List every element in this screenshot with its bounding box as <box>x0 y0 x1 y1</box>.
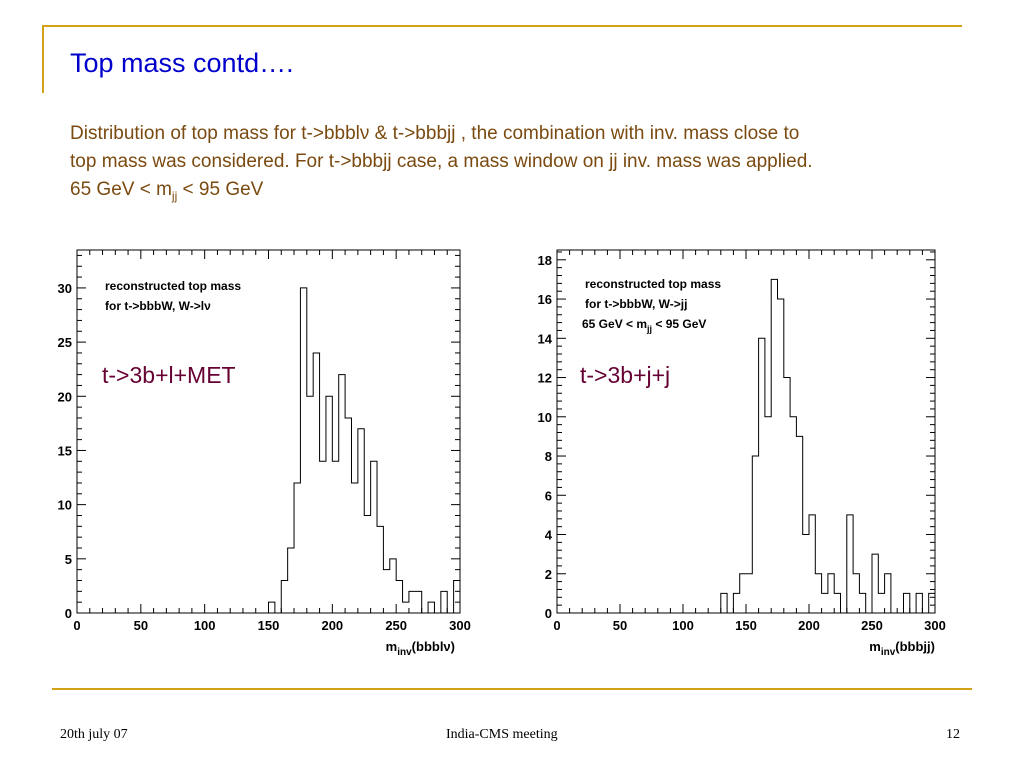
y-tick-label: 0 <box>65 606 72 621</box>
y-tick-label: 5 <box>65 552 72 567</box>
legend-line-2: for t->bbbW, W->lν <box>105 299 211 313</box>
paragraph-line-3: 65 GeV < mjj < 95 GeV <box>70 176 1000 210</box>
histogram-chart-lepton: 0 50 100 150 200 250 300 0 5 10 15 20 25 30 reconstruc… <box>58 249 471 658</box>
legend-line-3-post: < 95 GeV <box>652 317 706 331</box>
x-axis-label-sub: inv <box>881 647 896 658</box>
x-tick-label: 300 <box>924 618 946 633</box>
legend-line-3-sub: jj <box>646 324 652 334</box>
x-axis-label: minv(bbbjj) <box>869 639 935 658</box>
paragraph-line-3-sub: jj <box>171 188 178 203</box>
y-tick-label: 10 <box>538 410 552 425</box>
legend-line-1: reconstructed top mass <box>105 279 241 293</box>
x-tick-label: 50 <box>134 618 148 633</box>
y-tick-label: 16 <box>538 292 552 307</box>
paragraph-line-3-post: < 95 GeV <box>177 179 264 200</box>
x-tick-label: 250 <box>385 618 407 633</box>
legend-line-3-pre: 65 GeV < m <box>582 317 647 331</box>
y-tick-label: 15 <box>58 443 72 458</box>
plot-frame <box>76 249 461 614</box>
x-tick-label: 300 <box>449 618 471 633</box>
overlay-label: t->3b+l+MET <box>102 362 236 388</box>
y-tick-label: 10 <box>58 498 72 513</box>
histogram-series <box>268 287 461 614</box>
footer-page-number: 12 <box>946 727 960 742</box>
legend-line-1: reconstructed top mass <box>585 277 721 291</box>
legend-line-2: for t->bbbW, W->jj <box>585 297 687 311</box>
x-tick-label: 250 <box>861 618 883 633</box>
footer-meeting: India-CMS meeting <box>446 727 558 742</box>
y-tick-label: 20 <box>58 389 72 404</box>
y-tick-label: 30 <box>58 281 72 296</box>
x-tick-label: 50 <box>613 618 627 633</box>
x-axis-label-paren: (bbbjj) <box>895 639 935 654</box>
bottom-rule <box>52 688 972 690</box>
overlay-label: t->3b+j+j <box>580 362 670 388</box>
x-tick-label: 100 <box>672 618 694 633</box>
x-axis-label-sub: inv <box>397 647 412 658</box>
x-tick-label: 150 <box>735 618 757 633</box>
histogram-chart-jets: 0 50 100 150 200 250 300 0 2 4 6 8 10 12 14 16 18 reconst… <box>538 249 946 658</box>
y-tick-label: 0 <box>545 606 552 621</box>
y-tick-label: 6 <box>545 488 552 503</box>
footer-date: 20th july 07 <box>60 727 128 742</box>
x-axis-label-paren: (bbblν) <box>412 639 455 654</box>
x-axis-label-main: m <box>386 639 398 654</box>
x-tick-label: 0 <box>73 618 80 633</box>
histogram-series <box>720 278 936 614</box>
plot-frame <box>556 249 936 614</box>
slide-paragraph: Distribution of top mass for t->bbblν & … <box>70 120 1000 210</box>
left-accent-rule <box>42 25 44 93</box>
y-tick-label: 25 <box>58 335 72 350</box>
x-tick-label: 0 <box>553 618 560 633</box>
y-tick-label: 8 <box>545 449 552 464</box>
legend-line-3: 65 GeV < mjj < 95 GeV <box>582 317 706 334</box>
y-tick-label: 2 <box>545 567 552 582</box>
paragraph-line-1: Distribution of top mass for t->bbblν & … <box>70 123 800 144</box>
paragraph-line-2: top mass was considered. For t->bbbjj ca… <box>70 151 813 172</box>
x-axis-label: minv(bbblν) <box>386 639 455 658</box>
y-tick-label: 14 <box>538 331 553 346</box>
top-rule <box>42 25 962 27</box>
y-tick-label: 12 <box>538 371 552 386</box>
x-tick-label: 100 <box>194 618 216 633</box>
y-tick-label: 18 <box>538 253 552 268</box>
x-tick-label: 200 <box>321 618 343 633</box>
y-tick-label: 4 <box>545 528 553 543</box>
x-tick-label: 150 <box>258 618 280 633</box>
paragraph-line-3-pre: 65 GeV < m <box>70 179 172 200</box>
x-axis-label-main: m <box>869 639 881 654</box>
x-tick-label: 200 <box>798 618 820 633</box>
slide-title: Top mass contd…. <box>70 48 294 78</box>
